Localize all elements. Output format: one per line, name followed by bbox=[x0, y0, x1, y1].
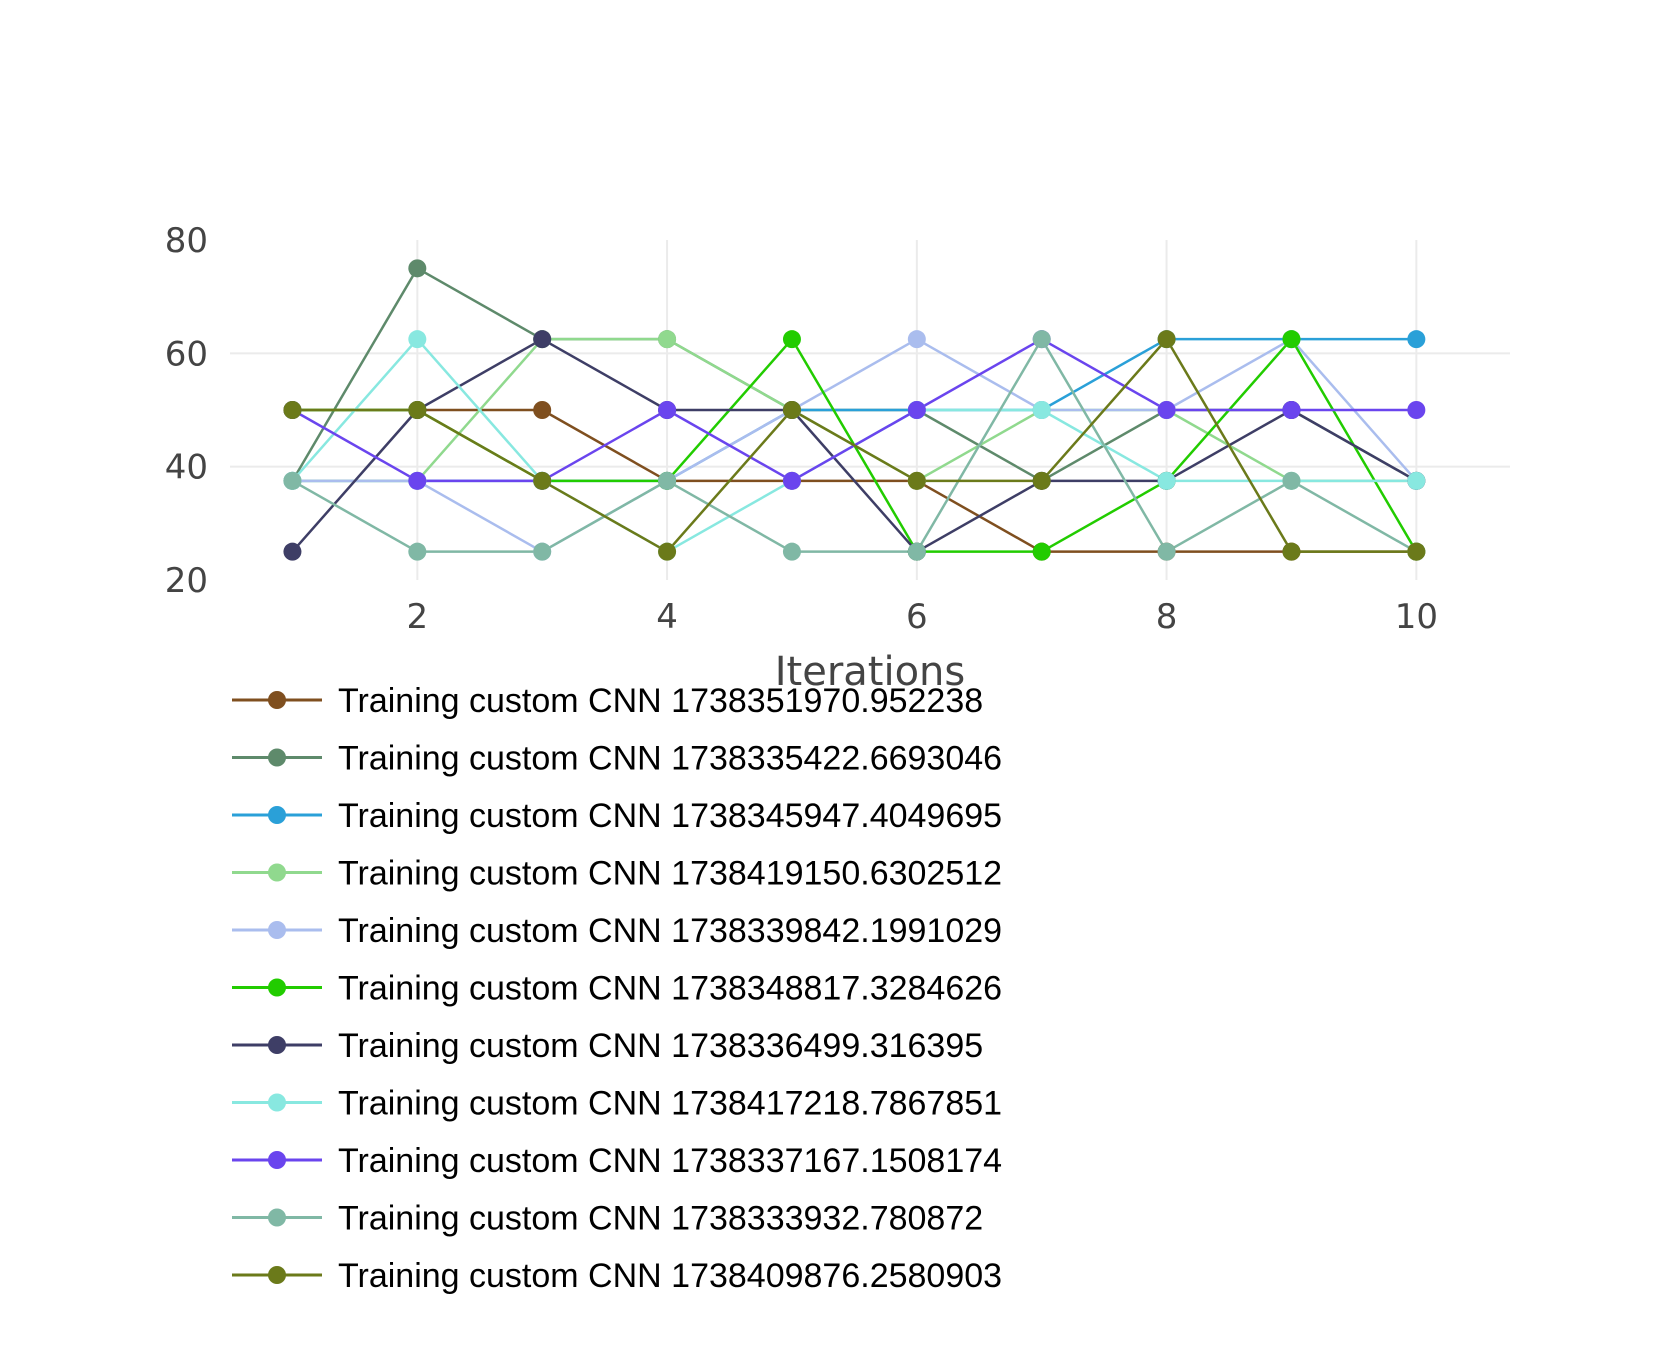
data-point bbox=[283, 471, 302, 490]
data-point bbox=[408, 259, 427, 278]
data-point bbox=[408, 401, 427, 419]
legend-label: Training custom CNN 1738419150.6302512 bbox=[338, 855, 1002, 893]
data-point bbox=[782, 401, 801, 419]
data-point bbox=[533, 330, 552, 349]
legend-item-1[interactable]: Training custom CNN 1738351970.952238 bbox=[232, 682, 983, 720]
data-point bbox=[1282, 330, 1301, 349]
data-point bbox=[1157, 542, 1176, 561]
x-tick-label: 2 bbox=[406, 597, 428, 637]
data-point bbox=[782, 330, 801, 349]
legend-item-5[interactable]: Training custom CNN 1738339842.1991029 bbox=[232, 912, 1002, 950]
data-point bbox=[1032, 401, 1051, 419]
data-point bbox=[408, 330, 427, 349]
data-point bbox=[907, 471, 926, 490]
y-tick-label: 80 bbox=[165, 221, 208, 261]
legend-item-9[interactable]: Training custom CNN 1738337167.1508174 bbox=[232, 1142, 1002, 1180]
y-tick-label: 20 bbox=[165, 561, 208, 601]
data-point bbox=[907, 330, 926, 349]
y-axis-ticks: 20 40 60 80 bbox=[165, 221, 208, 601]
legend-label: Training custom CNN 1738409876.2580903 bbox=[338, 1257, 1002, 1295]
data-point bbox=[533, 471, 552, 490]
data-point bbox=[533, 401, 552, 419]
y-tick-label: 40 bbox=[165, 448, 208, 488]
legend-label: Training custom CNN 1738336499.316395 bbox=[338, 1027, 983, 1065]
data-point bbox=[408, 542, 427, 561]
legend-swatch-marker bbox=[268, 691, 286, 709]
series-line-5 bbox=[292, 337, 1418, 553]
legend-swatch-marker bbox=[268, 1208, 286, 1227]
data-point bbox=[1407, 330, 1426, 349]
data-point bbox=[1032, 542, 1051, 561]
legend-swatch-marker bbox=[268, 1093, 286, 1112]
data-point bbox=[283, 401, 302, 419]
legend-swatch-marker bbox=[268, 748, 286, 767]
data-point bbox=[1407, 542, 1426, 561]
data-point bbox=[1157, 471, 1176, 490]
legend-item-4[interactable]: Training custom CNN 1738419150.6302512 bbox=[232, 855, 1002, 893]
x-axis-title: Iterations bbox=[775, 649, 966, 695]
data-point bbox=[408, 471, 427, 490]
legend-swatch-marker bbox=[268, 863, 286, 882]
legend-label: Training custom CNN 1738351970.952238 bbox=[338, 682, 983, 720]
data-point bbox=[1032, 471, 1051, 490]
data-point bbox=[1157, 401, 1176, 419]
legend-item-7[interactable]: Training custom CNN 1738336499.316395 bbox=[232, 1027, 983, 1065]
legend-item-10[interactable]: Training custom CNN 1738333932.780872 bbox=[232, 1200, 983, 1238]
data-point bbox=[782, 471, 801, 490]
x-axis-ticks: 2 4 6 8 10 bbox=[406, 597, 1437, 637]
legend-item-3[interactable]: Training custom CNN 1738345947.4049695 bbox=[232, 797, 1002, 835]
data-point bbox=[1282, 471, 1301, 490]
legend-swatch-marker bbox=[268, 978, 286, 997]
series-line-10 bbox=[291, 337, 1417, 553]
series-points bbox=[283, 259, 1426, 561]
data-point bbox=[1407, 471, 1426, 490]
legend-item-2[interactable]: Training custom CNN 1738335422.6693046 bbox=[232, 740, 1002, 778]
data-point bbox=[283, 542, 302, 561]
legend-swatch-marker bbox=[268, 1266, 286, 1284]
x-tick-label: 8 bbox=[1156, 597, 1178, 637]
legend-swatch-marker bbox=[268, 1151, 286, 1169]
data-point bbox=[1407, 401, 1426, 419]
data-point bbox=[658, 330, 677, 349]
data-point bbox=[658, 471, 677, 490]
data-point bbox=[533, 542, 552, 561]
data-point bbox=[1157, 330, 1176, 349]
data-point bbox=[1282, 542, 1301, 561]
data-point bbox=[1282, 401, 1301, 419]
legend-label: Training custom CNN 1738339842.1991029 bbox=[338, 912, 1002, 950]
x-tick-label: 10 bbox=[1395, 597, 1438, 637]
legend-label: Training custom CNN 1738417218.7867851 bbox=[338, 1085, 1002, 1123]
y-tick-label: 60 bbox=[165, 334, 208, 374]
data-point bbox=[907, 542, 926, 561]
legend-swatch-marker bbox=[268, 1036, 286, 1054]
x-tick-label: 6 bbox=[906, 597, 928, 637]
legend-label: Training custom CNN 1738337167.1508174 bbox=[338, 1142, 1002, 1180]
legend-swatch-marker bbox=[268, 921, 286, 939]
legend-swatch-marker bbox=[268, 806, 286, 824]
legend-label: Training custom CNN 1738333932.780872 bbox=[338, 1200, 983, 1238]
x-tick-label: 4 bbox=[656, 597, 678, 637]
data-point bbox=[658, 401, 677, 419]
data-point bbox=[907, 401, 926, 419]
legend-item-11[interactable]: Training custom CNN 1738409876.2580903 bbox=[232, 1257, 1002, 1295]
legend-item-8[interactable]: Training custom CNN 1738417218.7867851 bbox=[232, 1085, 1002, 1123]
legend-label: Training custom CNN 1738348817.3284626 bbox=[338, 970, 1002, 1008]
data-point bbox=[782, 542, 801, 561]
series-line-11 bbox=[292, 337, 1417, 553]
legend[interactable]: Training custom CNN 1738351970.952238 Tra… bbox=[232, 682, 1002, 1295]
data-point bbox=[658, 542, 677, 561]
series-lines bbox=[291, 267, 1418, 553]
legend-label: Training custom CNN 1738345947.4049695 bbox=[338, 797, 1002, 835]
legend-item-6[interactable]: Training custom CNN 1738348817.3284626 bbox=[232, 970, 1002, 1008]
data-point bbox=[1032, 330, 1051, 349]
legend-label: Training custom CNN 1738335422.6693046 bbox=[338, 740, 1002, 778]
